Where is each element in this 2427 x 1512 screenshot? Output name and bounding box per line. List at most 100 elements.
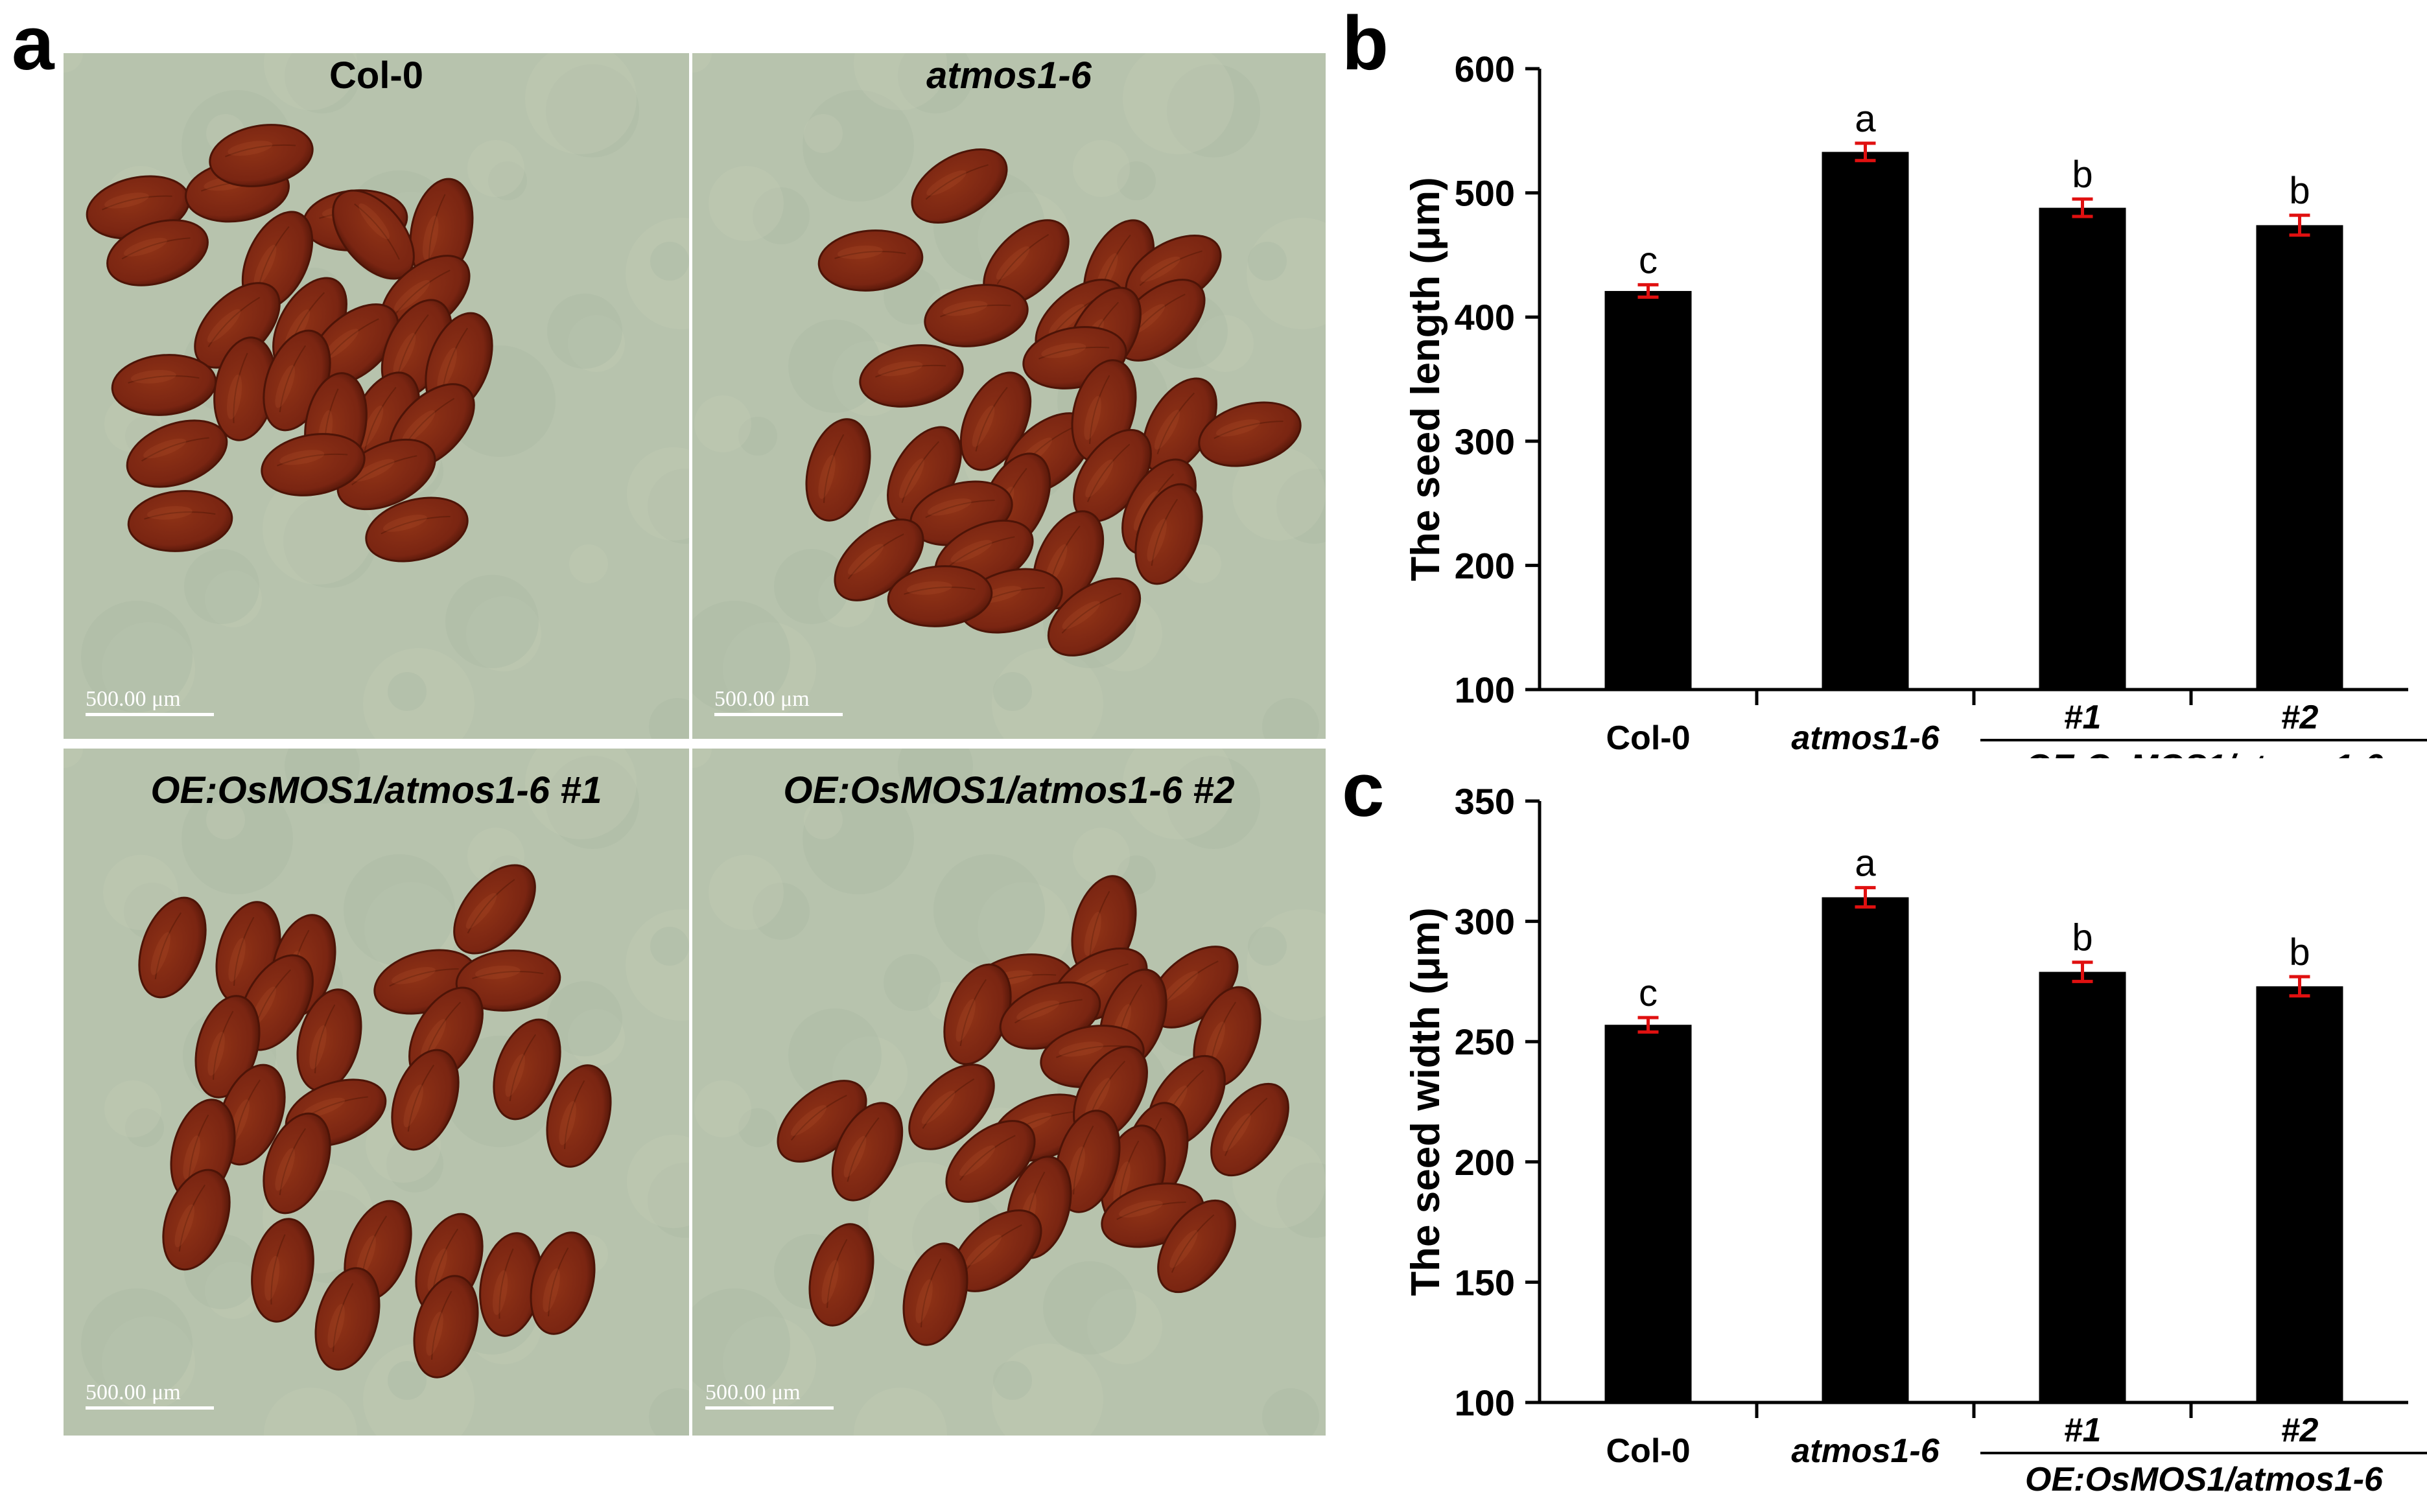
significance-label: b — [2072, 154, 2093, 196]
seed — [126, 419, 228, 488]
x-tick-label: atmos1-6 — [1791, 719, 1940, 757]
significance-label: b — [2289, 170, 2310, 212]
y-tick-label: 200 — [1455, 1142, 1515, 1183]
seed — [261, 433, 366, 496]
x-tick-label: Col-0 — [1606, 719, 1691, 757]
seed — [314, 1267, 381, 1371]
seed — [106, 219, 209, 286]
bar — [2256, 986, 2343, 1402]
seed — [1142, 377, 1217, 474]
scale-bar — [86, 1406, 214, 1410]
seed — [911, 148, 1008, 224]
significance-label: a — [1855, 843, 1876, 885]
scale-bar-label: 500.00 μm — [86, 1380, 181, 1404]
significance-label: a — [1855, 98, 1876, 140]
seed — [808, 1223, 874, 1327]
seed — [945, 1120, 1036, 1203]
x-tick-label: #1 — [2064, 699, 2102, 736]
y-tick-label: 100 — [1455, 669, 1515, 710]
bar — [1822, 152, 1909, 690]
seed — [1055, 1110, 1121, 1213]
seed — [1157, 1199, 1236, 1294]
seed — [209, 124, 314, 187]
seed — [817, 229, 924, 292]
y-tick-label: 300 — [1455, 901, 1515, 942]
seed — [887, 565, 993, 627]
seed — [162, 1169, 231, 1271]
x-tick-label: #1 — [2064, 1412, 2102, 1449]
bar — [2039, 207, 2126, 690]
x-tick-label: Col-0 — [1606, 1432, 1691, 1470]
seed — [296, 988, 362, 1092]
seed — [493, 1018, 561, 1121]
x-tick-label: #2 — [2281, 1412, 2319, 1449]
y-tick-label: 200 — [1455, 545, 1515, 586]
seed — [391, 1049, 460, 1151]
scale-bar-label: 500.00 μm — [705, 1380, 801, 1404]
seed-photo-image — [692, 749, 1326, 1436]
bar — [2256, 225, 2343, 690]
y-tick-label: 250 — [1455, 1021, 1515, 1062]
seed — [453, 864, 536, 955]
y-axis-label: The seed width (μm) — [1403, 907, 1448, 1296]
seed — [127, 490, 233, 552]
scale-bar — [714, 713, 843, 716]
seed — [194, 282, 281, 369]
seed-width-chart: 100 150 200 250 300 350 The seed width (μm) c Co… — [1403, 781, 2427, 1498]
seed — [455, 949, 561, 1012]
seed — [138, 896, 207, 999]
seed — [409, 178, 474, 283]
y-tick-label: 100 — [1455, 1382, 1515, 1423]
significance-label: b — [2289, 931, 2310, 973]
photo-title: OE:OsMOS1/atmos1-6 #2 — [783, 769, 1235, 811]
seed — [983, 219, 1070, 306]
bar — [1604, 1025, 1692, 1402]
seed-photo-image — [64, 53, 689, 739]
scale-bar-label: 500.00 μm — [714, 687, 810, 711]
panel-label-c: c — [1342, 747, 1385, 833]
significance-label: b — [2072, 917, 2093, 959]
seed — [1134, 483, 1203, 585]
x-tick-label: #2 — [2281, 699, 2319, 736]
seed — [959, 371, 1032, 471]
seed — [332, 189, 415, 280]
seed-photo-col0: Col-0 500.00 μm — [64, 53, 689, 739]
seed-photo-atmos1-6: atmos1-6 500.00 μm — [692, 53, 1326, 739]
seed — [1047, 577, 1142, 657]
bar — [1822, 897, 1909, 1402]
y-tick-label: 400 — [1455, 297, 1515, 338]
seed — [263, 1112, 331, 1215]
photo-title: Col-0 — [329, 54, 423, 97]
seed — [805, 418, 871, 522]
y-tick-label: 500 — [1455, 173, 1515, 214]
x-tick-label: atmos1-6 — [1791, 1432, 1940, 1470]
scale-bar — [705, 1406, 834, 1410]
y-tick-label: 350 — [1455, 781, 1515, 822]
seed — [479, 1232, 543, 1337]
y-tick-label: 150 — [1455, 1262, 1515, 1303]
bar — [1604, 290, 1692, 690]
significance-label: c — [1639, 972, 1658, 1014]
seed — [902, 1242, 968, 1346]
group-label: OE:OsMOS1/atmos1-6 — [2025, 748, 2384, 758]
seed — [924, 284, 1029, 347]
y-tick-label: 600 — [1455, 49, 1515, 89]
seed — [194, 995, 261, 1099]
y-tick-label: 300 — [1455, 421, 1515, 462]
seed-length-chart: 100 200 300 400 500 600 The seed length (μm) c C… — [1403, 49, 2427, 758]
seed — [546, 1064, 612, 1168]
seed-photo-oe-2: OE:OsMOS1/atmos1-6 #2 500.00 μm — [692, 749, 1326, 1436]
photo-title: atmos1-6 — [926, 54, 1092, 97]
seed — [365, 496, 469, 563]
y-axis-label: The seed length (μm) — [1403, 177, 1448, 581]
seed — [530, 1231, 596, 1335]
seed — [831, 1102, 904, 1202]
seed — [413, 1275, 479, 1378]
scale-bar-label: 500.00 μm — [86, 687, 181, 711]
significance-label: c — [1639, 239, 1658, 281]
bar — [2039, 971, 2126, 1402]
photo-title: OE:OsMOS1/atmos1-6 #1 — [150, 769, 602, 811]
seed — [1210, 1082, 1289, 1177]
seed-photo-oe-1: OE:OsMOS1/atmos1-6 #1 500.00 μm — [64, 749, 689, 1436]
